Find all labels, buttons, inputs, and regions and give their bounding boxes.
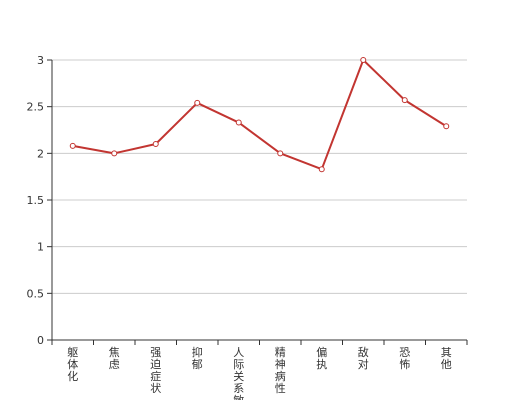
data-point xyxy=(194,99,201,106)
y-tick-label: 2.5 xyxy=(27,101,45,114)
data-point xyxy=(277,150,284,157)
series-line xyxy=(72,59,447,171)
data-point xyxy=(443,123,450,130)
data-point xyxy=(69,142,76,149)
y-tick-label: 0.5 xyxy=(27,287,45,300)
grid-lines xyxy=(52,59,467,294)
series-layer xyxy=(69,57,450,173)
x-category-label: 抑郁 xyxy=(192,345,203,371)
y-tick-label: 2 xyxy=(37,147,44,160)
data-point xyxy=(111,150,118,157)
x-category-label: 焦虑 xyxy=(109,346,120,371)
data-point xyxy=(152,141,159,147)
x-category-label: 强迫症状 xyxy=(150,346,161,395)
x-category-label: 偏执 xyxy=(316,345,327,371)
y-axis: 0 0.5 1 1.5 2 2.5 3 xyxy=(27,54,53,347)
data-point xyxy=(235,119,242,126)
x-category-label: 躯体化 xyxy=(67,346,78,383)
data-point xyxy=(318,166,325,173)
x-axis: 躯体化 焦虑 强迫症状 抑郁 人际关系敏感 精神病性 偏执 敌对 恐怖 其他 xyxy=(51,339,468,400)
x-category-label: 恐怖 xyxy=(399,346,410,371)
y-tick-label: 1 xyxy=(37,241,44,254)
y-tick-label: 3 xyxy=(37,54,44,67)
x-category-label: 人际关系敏感 xyxy=(233,346,244,400)
y-tick-label: 0 xyxy=(37,334,44,347)
y-tick-label: 1.5 xyxy=(27,194,45,207)
x-category-label: 其他 xyxy=(441,346,452,371)
x-category-label: 敌对 xyxy=(358,345,369,371)
data-point xyxy=(360,57,367,63)
x-category-label: 精神病性 xyxy=(275,346,286,395)
data-point xyxy=(401,97,408,104)
